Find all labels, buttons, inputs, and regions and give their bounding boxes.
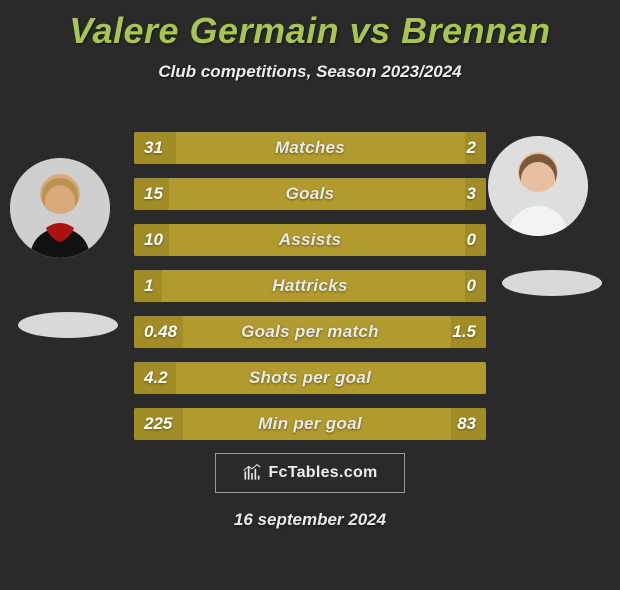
brand-box: FcTables.com <box>215 453 405 493</box>
stat-bar: 4.2Shots per goal <box>134 362 486 394</box>
stat-bars: 312Matches 153Goals 100Assists 10Hattricks 0… <box>134 132 486 440</box>
page-title: Valere Germain vs Brennan <box>0 10 620 52</box>
stat-bar: 100Assists <box>134 224 486 256</box>
page-subtitle: Club competitions, Season 2023/2024 <box>0 62 620 82</box>
avatar-shadow-right <box>502 270 602 296</box>
date-text: 16 september 2024 <box>0 510 620 530</box>
avatar-shadow-left <box>18 312 118 338</box>
bar-label: Shots per goal <box>134 362 486 394</box>
bar-label: Goals per match <box>134 316 486 348</box>
player-avatar-right <box>488 136 588 236</box>
stat-bar: 312Matches <box>134 132 486 164</box>
person-icon <box>10 158 110 258</box>
stat-bar: 22583Min per goal <box>134 408 486 440</box>
bar-chart-icon <box>242 463 262 483</box>
player-avatar-left <box>10 158 110 258</box>
person-icon <box>488 136 588 236</box>
brand-text: FcTables.com <box>268 464 377 482</box>
bar-label: Matches <box>134 132 486 164</box>
stat-bar: 153Goals <box>134 178 486 210</box>
stat-bar: 10Hattricks <box>134 270 486 302</box>
bar-label: Goals <box>134 178 486 210</box>
bar-label: Assists <box>134 224 486 256</box>
bar-label: Min per goal <box>134 408 486 440</box>
bar-label: Hattricks <box>134 270 486 302</box>
stat-bar: 0.481.5Goals per match <box>134 316 486 348</box>
